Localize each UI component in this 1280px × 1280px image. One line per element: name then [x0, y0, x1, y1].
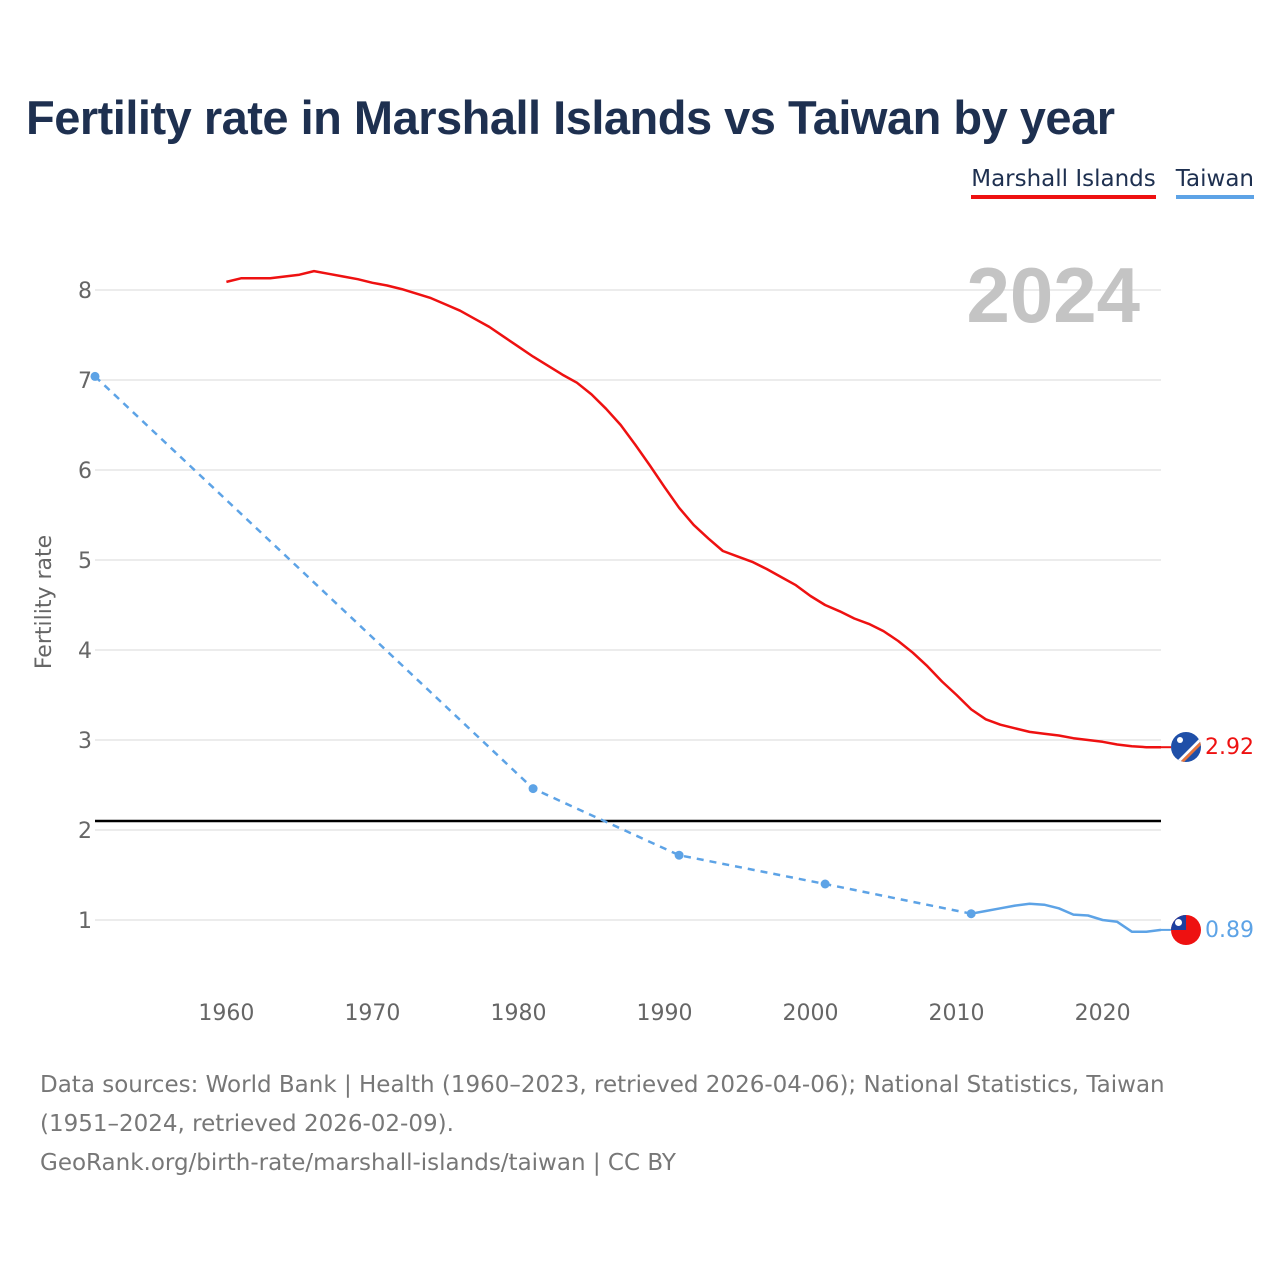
x-axis: 1960 1970 1980 1990 2000 2010 2020 — [198, 1001, 1130, 1026]
legend-item-taiwan[interactable]: Taiwan — [1175, 165, 1254, 199]
y-tick-label: 2 — [78, 819, 92, 844]
taiwan-end-value: 0.89 — [1205, 918, 1254, 943]
marshall-islands-end-value: 2.92 — [1205, 735, 1254, 760]
y-tick-label: 6 — [78, 459, 92, 484]
taiwan-data-point[interactable] — [820, 879, 830, 889]
y-tick-label: 5 — [78, 549, 92, 574]
source-link[interactable]: GeoRank.org/birth-rate/marshall-islands/… — [40, 1150, 676, 1176]
taiwan-data-point[interactable] — [90, 371, 100, 381]
series-line-taiwan — [970, 902, 1162, 933]
y-tick-label: 8 — [78, 279, 92, 304]
taiwan-data-point[interactable] — [674, 850, 684, 860]
data-sources: Data sources: World Bank | Health (1960–… — [40, 1072, 1165, 1137]
x-tick-label: 2020 — [1075, 1001, 1131, 1026]
taiwan-flag-icon — [1171, 915, 1201, 945]
x-tick-label: 2000 — [783, 1001, 839, 1026]
x-tick-label: 2010 — [929, 1001, 985, 1026]
x-tick-label: 1970 — [344, 1001, 400, 1026]
footer: Data sources: World Bank | Health (1960–… — [40, 1066, 1250, 1183]
year-watermark: 2024 — [966, 251, 1140, 339]
marshall-islands-flag-icon — [1171, 732, 1201, 762]
y-tick-label: 3 — [78, 729, 92, 754]
y-axis-label: Fertility rate — [32, 535, 57, 669]
x-tick-label: 1990 — [637, 1001, 693, 1026]
taiwan-data-point[interactable] — [966, 909, 976, 919]
series-line-taiwan-dashed — [94, 375, 972, 915]
series-layer — [90, 269, 1171, 933]
taiwan-data-point[interactable] — [528, 784, 538, 794]
legend: Marshall Islands Taiwan — [971, 165, 1254, 199]
chart-title: Fertility rate in Marshall Islands vs Ta… — [26, 91, 1115, 144]
line-chart: 1 2 3 4 5 6 7 8 1960 1970 1980 1990 2000 2010 2020 20… — [32, 251, 1254, 1026]
y-tick-label: 7 — [78, 369, 92, 394]
x-tick-label: 1960 — [198, 1001, 254, 1026]
series-line-marshall-islands — [226, 269, 1161, 749]
x-tick-label: 1980 — [490, 1001, 546, 1026]
legend-item-marshall-islands[interactable]: Marshall Islands — [971, 165, 1156, 199]
y-tick-label: 1 — [78, 909, 92, 934]
gridlines — [95, 289, 1161, 921]
y-tick-label: 4 — [78, 639, 92, 664]
y-axis: 1 2 3 4 5 6 7 8 — [78, 279, 92, 934]
